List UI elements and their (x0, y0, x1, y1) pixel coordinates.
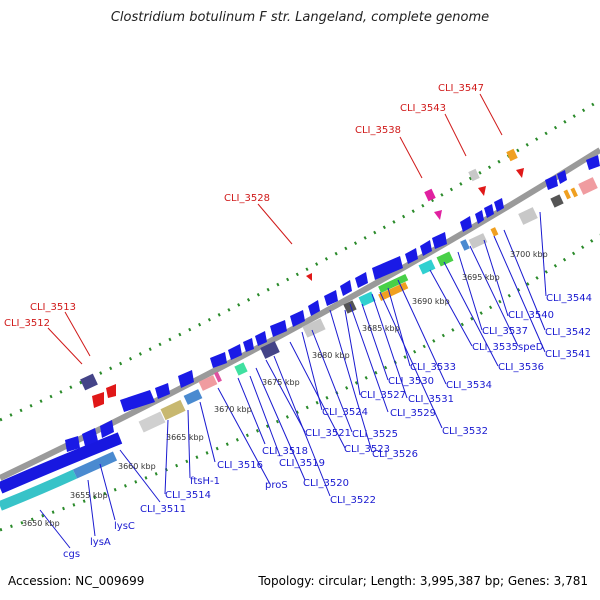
gene-label: CLI_3543 (400, 103, 446, 114)
gene-arrows (65, 155, 600, 452)
gene-label: cgs (63, 549, 80, 560)
gene-label: speD (518, 342, 544, 353)
gene-label: CLI_3516 (217, 460, 263, 471)
gene-label: CLI_3513 (30, 302, 76, 313)
gene-label: CLI_3533 (410, 362, 456, 373)
gene-label: CLI_3544 (546, 293, 592, 304)
tick-label: 3690 kbp (412, 297, 450, 306)
gene-label: CLI_3519 (279, 458, 325, 469)
genome-summary-text: Topology: circular; Length: 3,995,387 bp… (258, 574, 588, 588)
accession-text: Accession: NC_009699 (8, 574, 145, 588)
gene-label: CLI_3524 (322, 407, 368, 418)
gene-label: lysC (114, 521, 135, 532)
tick-label: 3695 kbp (462, 273, 500, 282)
gene-label: CLI_3536 (498, 362, 544, 373)
tick-labels: 3650 kbp 3655 kbp 3660 kbp 3665 kbp 3670… (22, 250, 548, 528)
gene-label: CLI_3512 (4, 318, 50, 329)
gene-band-lower (0, 432, 123, 511)
feature-blocks (80, 148, 598, 433)
gene-label: CLI_3538 (355, 125, 401, 136)
gene-label: lysA (90, 537, 111, 548)
guide-dots (0, 98, 600, 532)
gene-label: CLI_3521 (305, 428, 351, 439)
gene-label: proS (265, 480, 288, 491)
tick-label: 3700 kbp (510, 250, 548, 259)
gene-label: CLI_3529 (390, 408, 436, 419)
tick-label: 3670 kbp (214, 405, 252, 414)
tick-label: 3675 kbp (262, 378, 300, 387)
tick-label: 3650 kbp (22, 519, 60, 528)
gene-label: CLI_3522 (330, 495, 376, 506)
tick-label: 3660 kbp (118, 462, 156, 471)
label-connectors-red (47, 93, 503, 365)
gene-label: CLI_3528 (224, 193, 270, 204)
gene-label: CLI_3518 (262, 446, 308, 457)
gene-label: CLI_3535 (472, 342, 518, 353)
gene-label: CLI_3525 (352, 429, 398, 440)
blue-labels: cgs lysA lysC CLI_3511 CLI_3514 ftsH-1 C… (63, 293, 592, 560)
gene-label: CLI_3520 (303, 478, 349, 489)
gene-label: CLI_3523 (344, 444, 390, 455)
gene-label: CLI_3514 (165, 490, 211, 501)
red-labels: CLI_3512 CLI_3513 CLI_3528 CLI_3538 CLI_… (4, 83, 484, 329)
label-connectors-blue (39, 211, 547, 549)
gene-label: ftsH-1 (190, 476, 220, 487)
gene-label: CLI_3540 (508, 310, 554, 321)
gene-label: CLI_3547 (438, 83, 484, 94)
gene-label: CLI_3531 (408, 394, 454, 405)
gene-label: CLI_3526 (372, 449, 418, 460)
gene-label: CLI_3534 (446, 380, 492, 391)
map-title: Clostridium botulinum F str. Langeland, … (110, 10, 490, 25)
gene-label: CLI_3537 (482, 326, 528, 337)
gene-label: CLI_3541 (545, 349, 591, 360)
tick-label: 3655 kbp (70, 491, 108, 500)
gene-label: CLI_3511 (140, 504, 186, 515)
gene-label: CLI_3527 (360, 390, 406, 401)
gene-label: CLI_3542 (545, 327, 591, 338)
tick-label: 3665 kbp (166, 433, 204, 442)
gene-label: CLI_3530 (388, 376, 434, 387)
tick-label: 3685 kbp (362, 324, 400, 333)
gene-label: CLI_3532 (442, 426, 488, 437)
tick-label: 3680 kbp (312, 351, 350, 360)
